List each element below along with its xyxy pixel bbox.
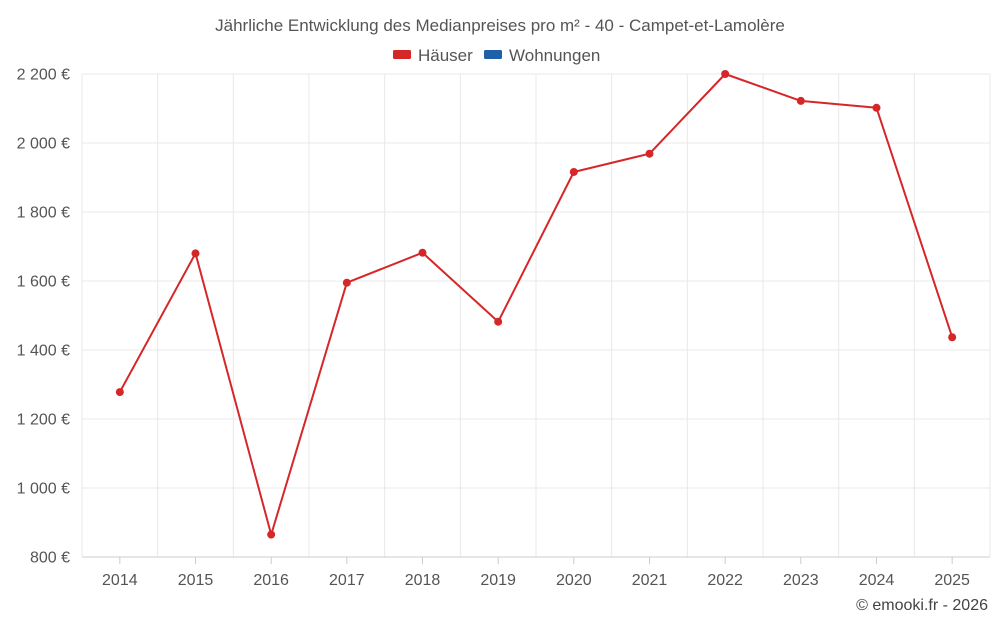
y-tick-label: 1 200 € [17,412,70,429]
data-point[interactable] [796,96,805,105]
y-tick-label: 1 400 € [17,343,70,360]
x-tick-label: 2020 [556,572,592,589]
data-point[interactable] [418,248,427,257]
y-tick-label: 1 600 € [17,274,70,291]
x-tick-label: 2019 [480,572,516,589]
series-line-0 [118,73,954,536]
data-point[interactable] [645,149,654,158]
legend-label-haeuser: Häuser [418,46,473,65]
data-point[interactable] [267,530,276,539]
x-tick-label: 2021 [632,572,668,589]
y-tick-label: 800 € [30,550,70,567]
data-point[interactable] [872,103,881,112]
legend-label-wohnungen: Wohnungen [509,46,600,65]
y-tick-label: 1 000 € [17,481,70,498]
data-point[interactable] [191,249,200,258]
x-tick-label: 2015 [178,572,214,589]
x-tick-label: 2018 [405,572,441,589]
y-tick-label: 1 800 € [17,205,70,222]
legend-swatch-wohnungen [484,50,502,59]
x-tick-label: 2024 [859,572,895,589]
legend-swatch-haeuser [393,50,411,59]
chart-title: Jährliche Entwicklung des Medianpreises … [215,16,785,35]
data-point[interactable] [494,317,503,326]
series-layer [115,70,957,539]
x-tick-label: 2016 [253,572,289,589]
x-tick-label: 2014 [102,572,138,589]
data-point[interactable] [721,70,730,78]
data-point[interactable] [115,388,124,397]
data-point[interactable] [948,333,957,342]
legend-item-wohnungen[interactable]: Wohnungen [484,46,600,65]
grid [81,73,991,557]
legend-item-haeuser[interactable]: Häuser [393,46,473,65]
x-tick-label: 2017 [329,572,365,589]
credit-text: © emooki.fr - 2026 [856,597,988,614]
x-tick-label: 2023 [783,572,819,589]
legend: Häuser Wohnungen [393,46,600,65]
axes: 800 € 1 000 € 1 200 € 1 400 € 1 600 € 1 800 €… [17,67,990,589]
x-tick-label: 2025 [934,572,970,589]
y-tick-label: 2 000 € [17,136,70,153]
x-tick-label: 2022 [707,572,743,589]
data-point[interactable] [342,278,351,287]
y-tick-label: 2 200 € [17,67,70,84]
data-point[interactable] [569,167,578,176]
